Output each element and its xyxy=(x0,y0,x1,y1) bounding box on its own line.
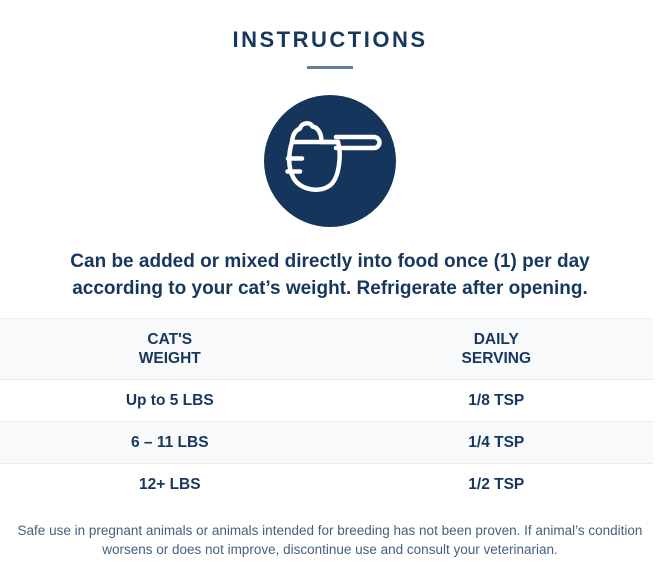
table-row: 6 – 11 LBS 1/4 TSP xyxy=(0,422,653,464)
column-header-daily-serving: DAILY SERVING xyxy=(461,331,532,367)
measuring-scoop-icon xyxy=(264,95,396,227)
serving-description: Can be added or mixed directly into food… xyxy=(70,251,590,299)
disclaimer-text: Safe use in pregnant animals or animals … xyxy=(17,523,643,557)
column-header-cats-weight: CAT'S WEIGHT xyxy=(138,331,201,367)
table-row: Up to 5 LBS 1/8 TSP xyxy=(0,380,653,422)
table-row: 12+ LBS 1/2 TSP xyxy=(0,464,653,505)
serving-cell: 1/2 TSP xyxy=(468,475,525,493)
page-title: INSTRUCTIONS xyxy=(232,27,428,52)
weight-cell: Up to 5 LBS xyxy=(125,391,214,409)
weight-cell: 6 – 11 LBS xyxy=(131,433,209,451)
serving-table: CAT'S WEIGHT DAILY SERVING Up to 5 LBS 1… xyxy=(0,318,653,505)
title-divider xyxy=(307,66,353,69)
table-header-row: CAT'S WEIGHT DAILY SERVING xyxy=(0,319,653,380)
serving-cell: 1/8 TSP xyxy=(468,391,525,409)
serving-cell: 1/4 TSP xyxy=(468,433,525,451)
weight-cell: 12+ LBS xyxy=(138,475,201,493)
